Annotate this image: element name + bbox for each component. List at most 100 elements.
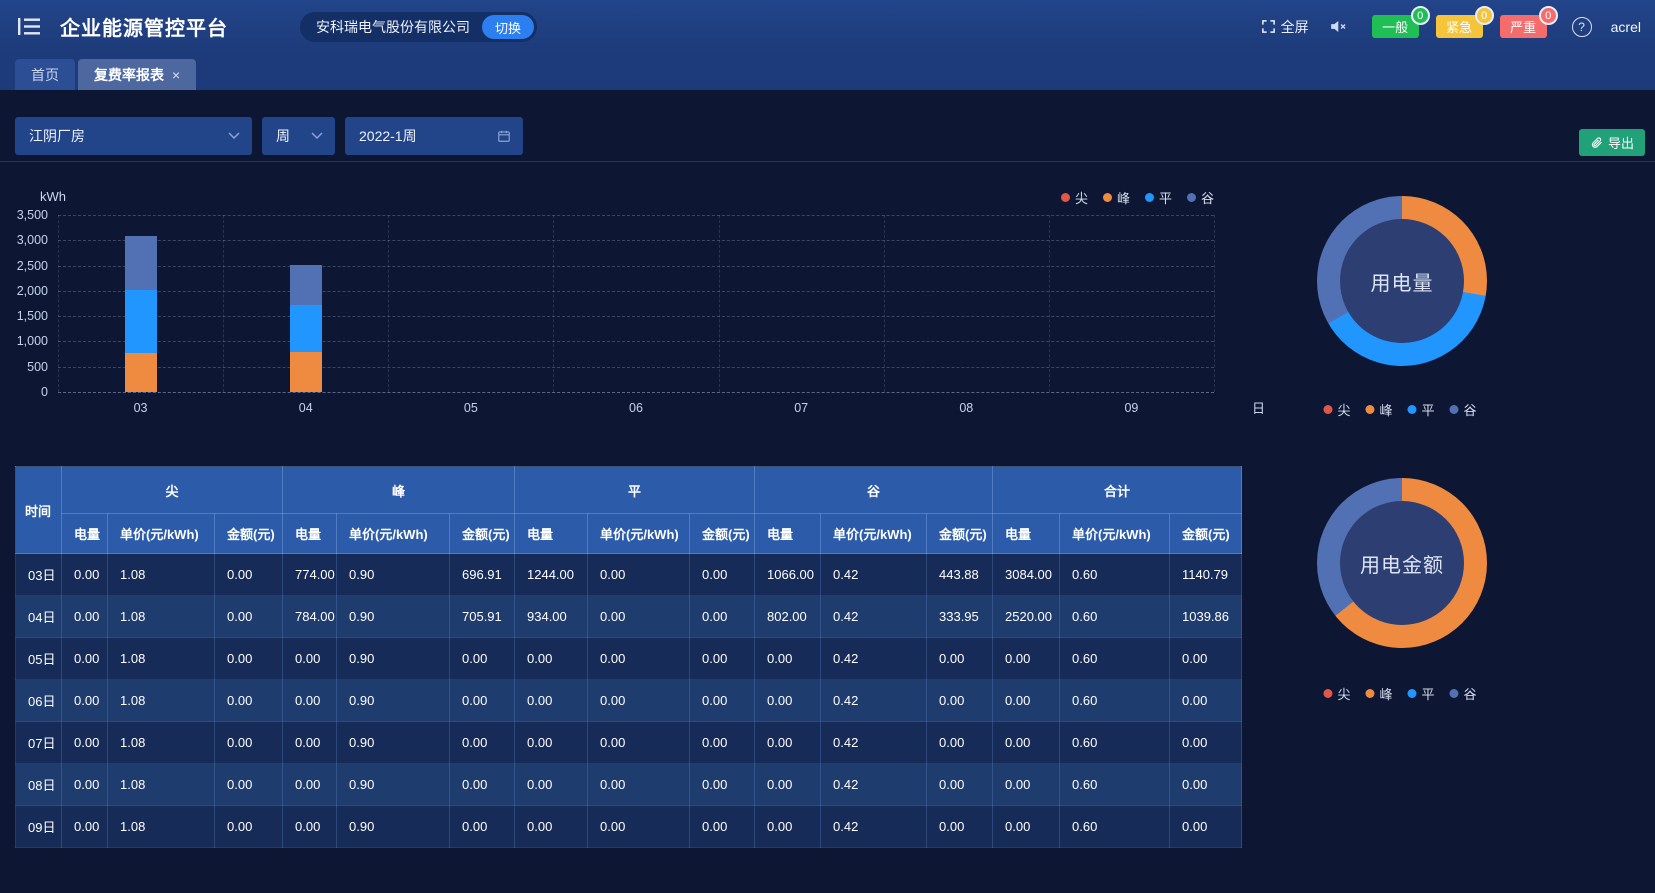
- alarm-badge-1[interactable]: 一般 0: [1371, 6, 1430, 38]
- col-header-time: 时间: [15, 466, 62, 554]
- bar-04: [289, 264, 322, 392]
- legend-item-4[interactable]: 谷: [1449, 684, 1477, 703]
- legend-item-1[interactable]: 尖: [1060, 188, 1088, 207]
- legend-label: 尖: [1337, 403, 1351, 418]
- tab-report[interactable]: 复费率报表 ×: [78, 59, 197, 90]
- cell-value: 0.90: [336, 721, 450, 764]
- sub-header: 单价(元/kWh): [587, 513, 690, 554]
- user-menu[interactable]: acrel: [1610, 18, 1641, 35]
- cell-value: 0.00: [926, 805, 993, 848]
- alarm-badge-2[interactable]: 紧急 0: [1435, 6, 1494, 38]
- cell-value: 0.42: [820, 763, 927, 806]
- cell-value: 0.00: [689, 721, 755, 764]
- cell-value: 0.00: [754, 637, 821, 680]
- cell-value: 0.00: [587, 805, 690, 848]
- legend-dot: [1323, 689, 1333, 698]
- export-button[interactable]: 导出: [1579, 129, 1645, 156]
- tab-home[interactable]: 首页: [15, 59, 75, 90]
- alarm-badge-3[interactable]: 严重 0: [1499, 6, 1558, 38]
- cell-value: 0.00: [61, 637, 108, 680]
- y-tick-label: 2,500: [16, 258, 48, 273]
- header-sub-row: 电量 单价(元/kWh) 金额(元) 电量 单价(元/kWh) 金额(元) 电量 单价(元/k…: [16, 513, 1242, 554]
- company-selector: 安科瑞电气股份有限公司 切换: [300, 12, 538, 42]
- cell-value: 1140.79: [1169, 553, 1242, 596]
- cell-value: 0.00: [514, 763, 588, 806]
- group-header-3: 平: [514, 466, 755, 514]
- cell-value: 0.90: [336, 763, 450, 806]
- cell-value: 0.00: [587, 595, 690, 638]
- menu-collapse-icon[interactable]: [18, 18, 40, 35]
- legend-label: 尖: [1337, 687, 1351, 702]
- sub-header: 电量: [754, 513, 821, 554]
- help-icon[interactable]: ?: [1571, 16, 1592, 37]
- sub-header: 单价(元/kWh): [336, 513, 450, 554]
- gridline: [58, 290, 1214, 292]
- table-row: 08日 0.00 1.08 0.00 0.00 0.90 0.00 0.00 0.00 0.00 0…: [15, 763, 1242, 806]
- legend-item-2[interactable]: 峰: [1102, 188, 1130, 207]
- gridline: [58, 366, 1214, 368]
- fullscreen-button[interactable]: 全屏: [1261, 17, 1309, 37]
- cell-value: 2520.00: [992, 595, 1060, 638]
- legend-label: 平: [1158, 191, 1172, 206]
- paperclip-icon: [1591, 137, 1602, 148]
- legend-item-4[interactable]: 谷: [1449, 400, 1477, 419]
- legend-item-1[interactable]: 尖: [1323, 400, 1350, 419]
- grid-vline: [1214, 215, 1215, 392]
- report-table: 时间尖峰平谷合计 电量 单价(元/kWh) 金额(元) 电量 单价(元/kWh) 金额(元)…: [15, 466, 1242, 848]
- legend-item-3[interactable]: 平: [1407, 400, 1435, 419]
- legend-item-3[interactable]: 平: [1144, 188, 1172, 207]
- period-select[interactable]: 周: [262, 117, 335, 155]
- gridline: [58, 341, 1214, 343]
- sub-header: 电量: [282, 513, 337, 554]
- alarm-count: 0: [1410, 6, 1430, 25]
- cell-value: 0.00: [214, 679, 283, 722]
- fullscreen-label: 全屏: [1280, 18, 1309, 35]
- legend-dot: [1407, 405, 1417, 414]
- alarm-count: 0: [1474, 6, 1494, 25]
- cell-value: 0.00: [61, 553, 108, 596]
- cell-value: 0.00: [282, 763, 337, 806]
- cell-value: 0.00: [689, 679, 755, 722]
- legend-item-2[interactable]: 峰: [1365, 400, 1393, 419]
- y-tick-label: 500: [27, 359, 48, 374]
- legend-dot: [1407, 689, 1417, 698]
- tab-label: 首页: [31, 66, 59, 83]
- cell-value: 1.08: [107, 595, 215, 638]
- grid-vline: [553, 215, 555, 392]
- cell-value: 0.00: [754, 721, 821, 764]
- station-select[interactable]: 江阴厂房: [15, 117, 252, 155]
- y-axis-unit-label: kWh: [40, 189, 66, 204]
- cell-value: 0.00: [214, 721, 283, 764]
- legend-item-4[interactable]: 谷: [1186, 188, 1214, 207]
- cell-value: 0.00: [214, 763, 283, 806]
- cell-value: 0.42: [820, 637, 927, 680]
- legend-dot: [1365, 405, 1375, 414]
- legend-item-3[interactable]: 平: [1407, 684, 1435, 703]
- bar-03: [124, 236, 157, 392]
- cell-time: 03日: [15, 553, 62, 596]
- donut-cost-center: 用电金额: [1340, 501, 1464, 625]
- mute-icon[interactable]: [1328, 17, 1347, 36]
- cell-value: 0.00: [689, 763, 755, 806]
- cell-value: 0.00: [926, 679, 993, 722]
- tab-close-icon[interactable]: ×: [172, 66, 181, 83]
- cell-value: 0.00: [689, 595, 755, 638]
- cell-time: 09日: [15, 805, 62, 848]
- cell-value: 0.60: [1059, 679, 1170, 722]
- cell-value: 1.08: [107, 553, 215, 596]
- legend-dot: [1060, 193, 1070, 202]
- alarm-label: 一般: [1382, 20, 1409, 35]
- cell-value: 0.00: [61, 763, 108, 806]
- station-select-value: 江阴厂房: [29, 128, 85, 144]
- date-picker[interactable]: 2022-1周: [345, 117, 523, 155]
- cell-value: 0.00: [587, 637, 690, 680]
- sub-header: 金额(元): [214, 513, 283, 554]
- cell-value: 0.00: [587, 553, 690, 596]
- cell-value: 0.00: [754, 763, 821, 806]
- cell-value: 0.00: [992, 805, 1060, 848]
- legend-item-1[interactable]: 尖: [1323, 684, 1350, 703]
- switch-company-button[interactable]: 切换: [482, 15, 535, 39]
- legend-item-2[interactable]: 峰: [1365, 684, 1393, 703]
- donut-cost: 用电金额: [1317, 478, 1487, 648]
